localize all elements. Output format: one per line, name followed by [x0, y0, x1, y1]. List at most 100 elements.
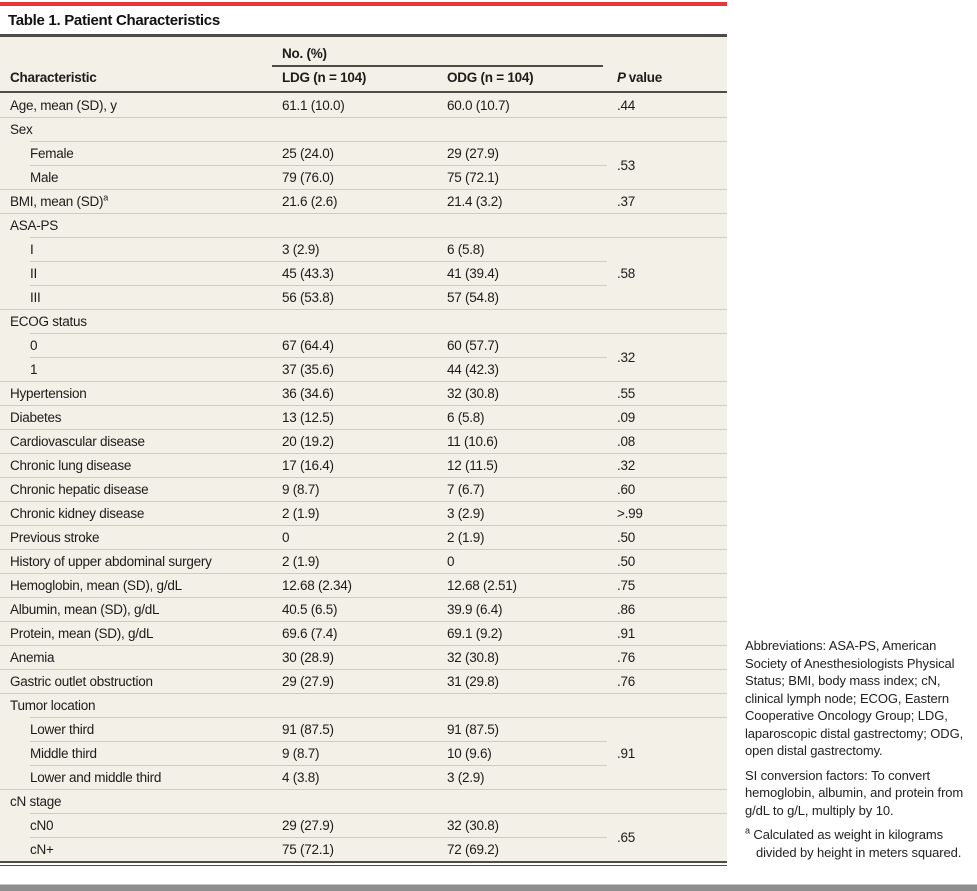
cell-characteristic: Tumor location	[0, 693, 272, 717]
footnote-marker: a	[745, 825, 750, 836]
table-row: Anemia 30 (28.9) 32 (30.8) .76	[0, 645, 727, 669]
column-header-odg: ODG (n = 104)	[437, 67, 607, 93]
cell-ldg: 56 (53.8)	[272, 285, 437, 309]
table-row: Age, mean (SD), y 61.1 (10.0) 60.0 (10.7).…	[0, 93, 727, 117]
cell-ldg: 29 (27.9)	[272, 813, 437, 837]
footnote-text: Calculated as weight in kilograms divide…	[753, 827, 962, 860]
cell-pvalue: .91	[607, 717, 727, 789]
cell-ldg: 17 (16.4)	[272, 453, 437, 477]
cell-characteristic: Female	[0, 141, 272, 165]
cell-characteristic: Sex	[0, 117, 272, 141]
table-container: Table 1. Patient Characteristics No. (%)…	[0, 2, 727, 866]
cell-ldg: 40.5 (6.5)	[272, 597, 437, 621]
cell-odg: 91 (87.5)	[437, 717, 607, 741]
table-row: Albumin, mean (SD), g/dL 40.5 (6.5) 39.9 (…	[0, 597, 727, 621]
table-row: Female 25 (24.0) 29 (27.9) .53	[0, 141, 727, 173]
cell-characteristic: Chronic hepatic disease	[0, 477, 272, 501]
cell-ldg: 2 (1.9)	[272, 501, 437, 525]
cell-odg: 44 (42.3)	[437, 357, 607, 381]
cell-characteristic: cN+	[0, 837, 272, 861]
group-row: Sex	[0, 117, 727, 141]
cell-odg: 0	[437, 549, 607, 573]
cell-odg: 39.9 (6.4)	[437, 597, 607, 621]
cell-odg: 2 (1.9)	[437, 525, 607, 549]
cell-pvalue: .32	[607, 453, 727, 477]
cell-odg: 31 (29.8)	[437, 669, 607, 693]
cell-odg: 7 (6.7)	[437, 477, 607, 501]
cell-pvalue	[607, 693, 727, 717]
cell-odg: 12 (11.5)	[437, 453, 607, 477]
table-row: Middle third 9 (8.7) 10 (9.6)	[0, 741, 727, 765]
cell-odg: 10 (9.6)	[437, 741, 607, 765]
cell-characteristic: Lower third	[0, 717, 272, 741]
cell-pvalue: .55	[607, 381, 727, 405]
cell-characteristic: Age, mean (SD), y	[10, 97, 117, 113]
table-row: Lower and middle third 4 (3.8) 3 (2.9)	[0, 765, 727, 789]
table-row: Cardiovascular disease 20 (19.2) 11 (10.6)…	[0, 429, 727, 453]
bottom-rule-thick	[0, 861, 727, 863]
table-row: cN0 29 (27.9) 32 (30.8) .65	[0, 813, 727, 845]
cell-characteristic: BMI, mean (SD)a	[0, 189, 272, 213]
cell-pvalue: .65	[607, 813, 727, 861]
cell-ldg: 45 (43.3)	[272, 261, 437, 285]
cell-pvalue: .44	[617, 97, 636, 113]
table-row: Chronic lung disease 17 (16.4) 12 (11.5) .3…	[0, 453, 727, 477]
cell-odg: 32 (30.8)	[437, 381, 607, 405]
cell-ldg: 13 (12.5)	[272, 405, 437, 429]
cell-odg: 60 (57.7)	[437, 333, 607, 357]
table-row: II 45 (43.3) 41 (39.4)	[0, 261, 727, 285]
cell-ldg: 37 (35.6)	[272, 357, 437, 381]
table-row: Previous stroke 0 2 (1.9) .50	[0, 525, 727, 549]
table-row: Chronic kidney disease 2 (1.9) 3 (2.9) >.99	[0, 501, 727, 525]
column-header-characteristic: Characteristic	[0, 67, 272, 93]
cell-ldg	[272, 309, 437, 333]
cell-pvalue: .09	[607, 405, 727, 429]
cell-characteristic: cN stage	[0, 789, 272, 813]
cell-pvalue: .76	[607, 669, 727, 693]
group-row: ECOG status	[0, 309, 727, 333]
cell-pvalue: .75	[607, 573, 727, 597]
cell-characteristic: Hemoglobin, mean (SD), g/dL	[0, 573, 272, 597]
cell-odg: 32 (30.8)	[437, 813, 607, 837]
cell-characteristic: III	[0, 285, 272, 309]
cell-pvalue: .50	[607, 525, 727, 549]
patient-characteristics-table: No. (%) Characteristic LDG (n = 104) ODG…	[0, 37, 727, 861]
table-body: Age, mean (SD), y 61.1 (10.0) 60.0 (10.7).…	[0, 93, 727, 861]
cell-odg: 29 (27.9)	[437, 141, 607, 165]
cell-pvalue	[607, 213, 727, 237]
group-row: ASA-PS	[0, 213, 727, 237]
cell-characteristic: I	[0, 237, 272, 261]
table-row: BMI, mean (SD)a 21.6 (2.6) 21.4 (3.2) .37	[0, 189, 727, 213]
cell-ldg	[272, 117, 437, 141]
cell-ldg: 12.68 (2.34)	[272, 573, 437, 597]
cell-odg	[437, 309, 607, 333]
cell-characteristic: II	[0, 261, 272, 285]
table-row: Hemoglobin, mean (SD), g/dL 12.68 (2.34) 1…	[0, 573, 727, 597]
cell-characteristic: ASA-PS	[0, 213, 272, 237]
spanner-empty-cell	[607, 37, 727, 67]
table-row: Chronic hepatic disease 9 (8.7) 7 (6.7) .60	[0, 477, 727, 501]
cell-characteristic: Male	[0, 165, 272, 189]
cell-ldg: 61.1 (10.0)	[282, 97, 345, 113]
cell-characteristic: Chronic lung disease	[0, 453, 272, 477]
cell-ldg: 21.6 (2.6)	[272, 189, 437, 213]
cell-pvalue: .32	[607, 333, 727, 381]
cell-pvalue: .76	[607, 645, 727, 669]
cell-odg	[437, 213, 607, 237]
cell-odg: 32 (30.8)	[437, 645, 607, 669]
cell-characteristic: 0	[0, 333, 272, 357]
p-rest: value	[628, 70, 663, 85]
cell-pvalue: .91	[607, 621, 727, 645]
cell-characteristic: Protein, mean (SD), g/dL	[0, 621, 272, 645]
cell-ldg	[272, 693, 437, 717]
cell-characteristic: ECOG status	[0, 309, 272, 333]
table-row: Hypertension 36 (34.6) 32 (30.8) .55	[0, 381, 727, 405]
table-row: 1 37 (35.6) 44 (42.3)	[0, 357, 727, 381]
cell-characteristic: Gastric outlet obstruction	[0, 669, 272, 693]
cell-pvalue	[607, 789, 727, 813]
cell-odg	[437, 789, 607, 813]
cell-characteristic: Lower and middle third	[0, 765, 272, 789]
table-row: History of upper abdominal surgery 2 (1.9…	[0, 549, 727, 573]
